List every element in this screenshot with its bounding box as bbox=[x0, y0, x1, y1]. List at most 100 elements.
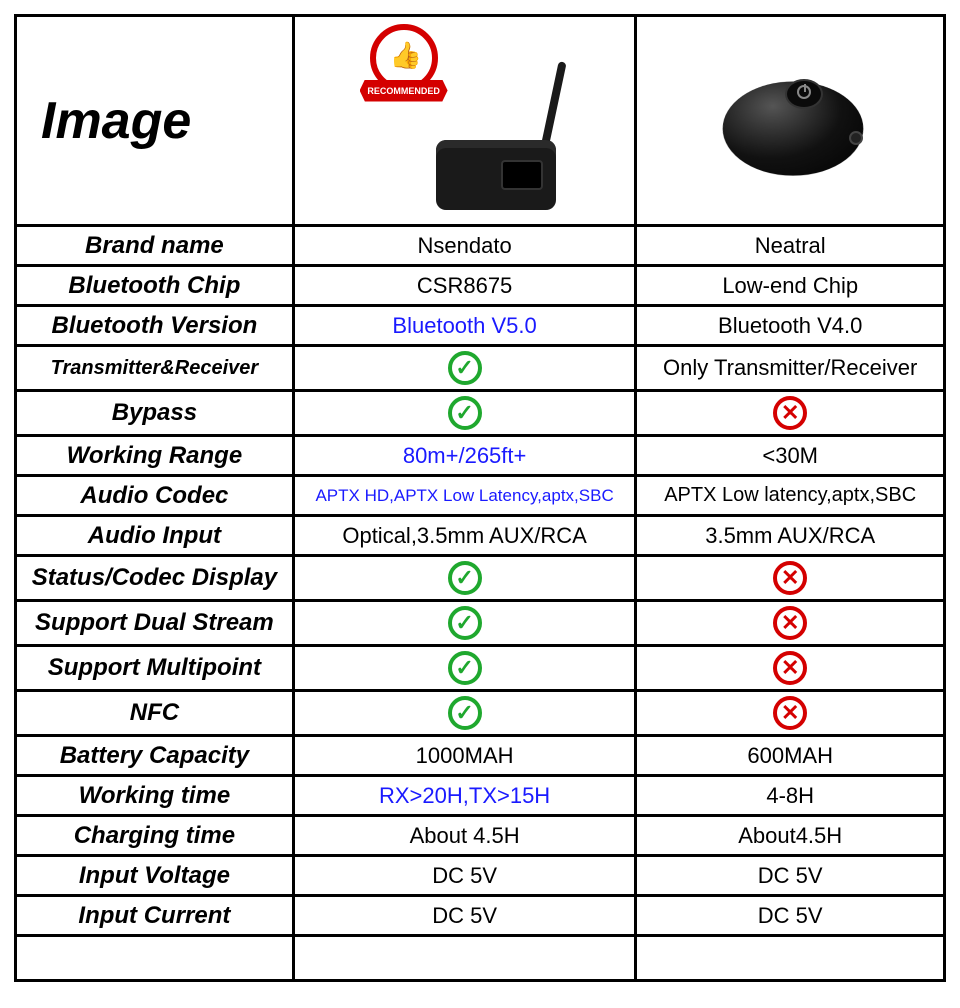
row-value2-cell: 600MAH bbox=[637, 737, 943, 774]
row-label: Battery Capacity bbox=[60, 742, 249, 770]
row-label: Working time bbox=[79, 782, 231, 810]
cell-value: DC 5V bbox=[758, 863, 823, 889]
cell-value: Bluetooth V4.0 bbox=[718, 313, 862, 339]
row-label: Bypass bbox=[112, 399, 197, 427]
cross-icon: ✕ bbox=[773, 696, 807, 730]
table-row: Working time RX>20H,TX>15H 4-8H bbox=[17, 777, 943, 817]
row-label: Support Dual Stream bbox=[35, 609, 274, 637]
cell-value: <30M bbox=[762, 443, 818, 469]
row-value2-cell: DC 5V bbox=[637, 857, 943, 894]
cell-value: 1000MAH bbox=[416, 743, 514, 769]
thumbs-up-icon: 👍 bbox=[390, 40, 422, 71]
row-value2-cell: Neatral bbox=[637, 227, 943, 264]
check-icon: ✓ bbox=[448, 606, 482, 640]
cell-value: Optical,3.5mm AUX/RCA bbox=[342, 523, 587, 549]
row-label: Input Voltage bbox=[79, 862, 230, 890]
row-label-cell: Audio Codec bbox=[17, 477, 295, 514]
power-symbol-icon bbox=[797, 85, 811, 99]
row-value1-cell: CSR8675 bbox=[295, 267, 638, 304]
row-value1-cell: DC 5V bbox=[295, 857, 638, 894]
table-row: Charging time About 4.5H About4.5H bbox=[17, 817, 943, 857]
row-label-cell: Working time bbox=[17, 777, 295, 814]
cell-value: RX>20H,TX>15H bbox=[379, 783, 550, 809]
row-value1-cell: Optical,3.5mm AUX/RCA bbox=[295, 517, 638, 554]
table-row: Bluetooth Chip CSR8675Low-end Chip bbox=[17, 267, 943, 307]
row-value2-cell: ✕ bbox=[637, 602, 943, 644]
row-value2-cell: APTX Low latency,aptx,SBC bbox=[637, 477, 943, 514]
table-row: Transmitter&Receiver✓Only Transmitter/Re… bbox=[17, 347, 943, 392]
row-value2-cell: Bluetooth V4.0 bbox=[637, 307, 943, 344]
row-label: Charging time bbox=[74, 822, 235, 850]
row-label: Working Range bbox=[67, 442, 243, 470]
cell-value: 80m+/265ft+ bbox=[403, 443, 527, 469]
row-label-cell: Status/Codec Display bbox=[17, 557, 295, 599]
row-label: NFC bbox=[130, 699, 179, 727]
cell-value: About4.5H bbox=[738, 823, 842, 849]
screen-icon bbox=[501, 160, 543, 190]
row-value1-cell: DC 5V bbox=[295, 897, 638, 934]
table-row: Status/Codec Display ✓ ✕ bbox=[17, 557, 943, 602]
cell-value: Nsendato bbox=[418, 233, 512, 259]
check-icon: ✓ bbox=[448, 561, 482, 595]
row-value2-cell: 4-8H bbox=[637, 777, 943, 814]
table-row: Brand name Nsendato Neatral bbox=[17, 227, 943, 267]
table-row: Working Range 80m+/265ft+ <30M bbox=[17, 437, 943, 477]
row-label: Status/Codec Display bbox=[32, 564, 277, 592]
table-row: Support Dual Stream ✓ ✕ bbox=[17, 602, 943, 647]
table-row: Battery Capacity 1000MAH 600MAH bbox=[17, 737, 943, 777]
row-value2-cell: DC 5V bbox=[637, 897, 943, 934]
row-label-cell: Battery Capacity bbox=[17, 737, 295, 774]
row-value1-cell: 80m+/265ft+ bbox=[295, 437, 638, 474]
badge-ribbon: RECOMMENDED bbox=[360, 80, 448, 102]
cell-value: Neatral bbox=[755, 233, 826, 259]
row-value2-cell: ✕ bbox=[637, 557, 943, 599]
comparison-table: Image 👍 RECOMMENDED bbox=[14, 14, 946, 982]
row-label: Audio Codec bbox=[80, 482, 228, 510]
row-label: Brand name bbox=[85, 232, 224, 260]
cell-value: 3.5mm AUX/RCA bbox=[705, 523, 875, 549]
row-label-cell: Input Voltage bbox=[17, 857, 295, 894]
product1-icon bbox=[426, 100, 566, 210]
row-label-cell: Bypass bbox=[17, 392, 295, 434]
row-value2-cell: 3.5mm AUX/RCA bbox=[637, 517, 943, 554]
cell-value: About 4.5H bbox=[410, 823, 520, 849]
row-label-cell: Working Range bbox=[17, 437, 295, 474]
header-title-cell: Image bbox=[17, 17, 295, 224]
cell-value: DC 5V bbox=[432, 863, 497, 889]
row-value2-cell: ✕ bbox=[637, 692, 943, 734]
row-value1-cell: ✓ bbox=[295, 692, 638, 734]
header-title: Image bbox=[41, 91, 191, 151]
cross-icon: ✕ bbox=[773, 561, 807, 595]
row-label: Audio Input bbox=[88, 522, 221, 550]
product1-stack: 👍 RECOMMENDED bbox=[350, 26, 580, 216]
cell-value: APTX HD,APTX Low Latency,aptx,SBC bbox=[315, 486, 613, 506]
table-row: Bypass✓✕ bbox=[17, 392, 943, 437]
cell-value: DC 5V bbox=[432, 903, 497, 929]
row-label-cell: Audio Input bbox=[17, 517, 295, 554]
row-value2-cell: <30M bbox=[637, 437, 943, 474]
row-label-cell: NFC bbox=[17, 692, 295, 734]
cell-value: 600MAH bbox=[747, 743, 833, 769]
table-row: Input Voltage DC 5V DC 5V bbox=[17, 857, 943, 897]
table-row: Audio Codec APTX HD,APTX Low Latency,aptx… bbox=[17, 477, 943, 517]
empty-row bbox=[17, 937, 943, 979]
row-label: Bluetooth Chip bbox=[68, 272, 240, 300]
row-value2-cell: Low-end Chip bbox=[637, 267, 943, 304]
row-label-cell: Charging time bbox=[17, 817, 295, 854]
table-row: Support Multipoint✓✕ bbox=[17, 647, 943, 692]
row-label: Input Current bbox=[78, 902, 230, 930]
row-label-cell: Bluetooth Version bbox=[17, 307, 295, 344]
cross-icon: ✕ bbox=[773, 606, 807, 640]
row-value1-cell: 1000MAH bbox=[295, 737, 638, 774]
table-row: NFC ✓ ✕ bbox=[17, 692, 943, 737]
empty-cell bbox=[17, 937, 295, 979]
row-label-cell: Support Multipoint bbox=[17, 647, 295, 689]
row-label-cell: Input Current bbox=[17, 897, 295, 934]
table-row: Bluetooth VersionBluetooth V5.0Bluetooth… bbox=[17, 307, 943, 347]
table-row: Audio Input Optical,3.5mm AUX/RCA 3.5mm AU… bbox=[17, 517, 943, 557]
row-label-cell: Bluetooth Chip bbox=[17, 267, 295, 304]
cell-value: APTX Low latency,aptx,SBC bbox=[664, 484, 916, 507]
table-row: Input Current DC 5V DC 5V bbox=[17, 897, 943, 937]
row-value1-cell: Nsendato bbox=[295, 227, 638, 264]
header-row: Image 👍 RECOMMENDED bbox=[17, 17, 943, 227]
